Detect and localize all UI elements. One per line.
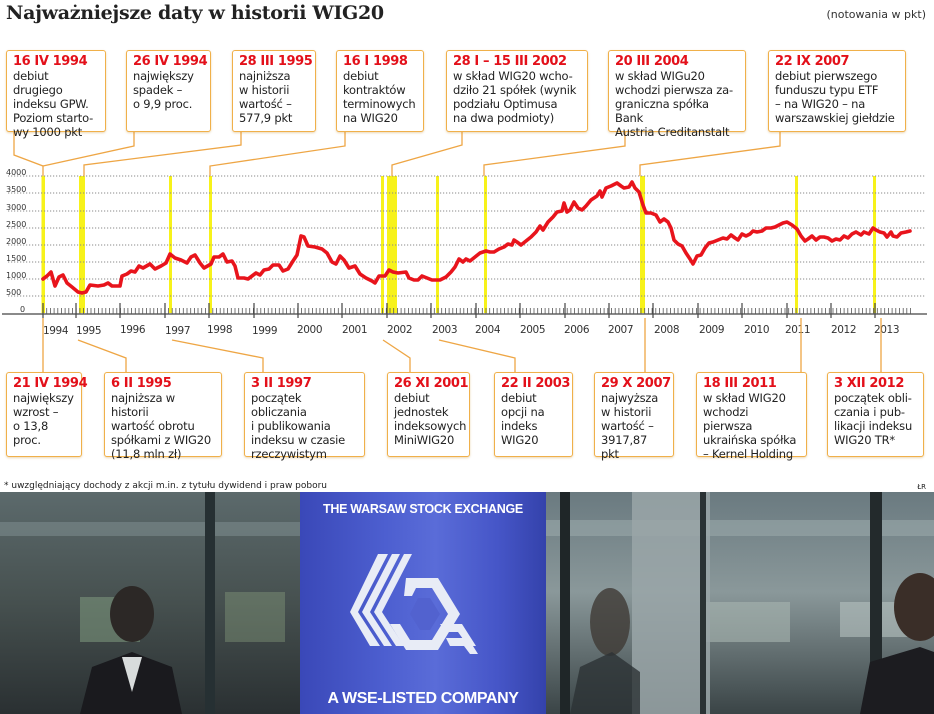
event-date: 26 XI 2001	[394, 376, 469, 391]
event-date: 3 II 1997	[251, 376, 312, 391]
svg-text:2007: 2007	[608, 324, 633, 336]
svg-text:1000: 1000	[6, 271, 26, 280]
svg-text:2001: 2001	[342, 324, 367, 336]
event-date: 6 II 1995	[111, 376, 172, 391]
banner-bottom-text: A WSE-LISTED COMPANY	[327, 690, 519, 707]
event-description: największy wzrost – o 13,8 proc.	[13, 391, 74, 447]
svg-text:2005: 2005	[520, 324, 545, 336]
event-date: 22 II 2003	[501, 376, 570, 391]
event-date: 28 I – 15 III 2002	[453, 54, 567, 69]
svg-text:2006: 2006	[564, 324, 590, 336]
event-callout-6-ii-1995: 6 II 1995 najniższa w historii wartość o…	[104, 372, 222, 461]
y-axis-labels: 4000 3500 3000 2500 2000 1500 1000 500 0	[6, 168, 26, 314]
callout-connectors-bottom	[42, 318, 882, 372]
event-callout-16-iv-1994: 16 IV 1994 debiut drugiego indeksu GPW. …	[6, 50, 106, 139]
event-callout-22-ii-2003: 22 II 2003 debiut opcji na indeks WIG20	[494, 372, 573, 457]
event-description: największy spadek – o 9,9 proc.	[133, 69, 194, 111]
svg-text:1500: 1500	[6, 254, 26, 263]
event-description: najniższa w historii wartość obrotu spół…	[111, 391, 211, 461]
event-callout-3-xii-2012: 3 XII 2012 początek obli- czania i pub- …	[827, 372, 924, 457]
wig20-line	[41, 180, 912, 295]
wse-logo-icon	[350, 554, 478, 654]
svg-text:1998: 1998	[207, 324, 232, 336]
event-description: w skład WIG20 wcho- dziło 21 spółek (wyn…	[453, 69, 577, 125]
svg-text:0: 0	[20, 305, 25, 314]
svg-text:2003: 2003	[432, 324, 457, 336]
page-title: Najważniejsze daty w historii WIG20	[6, 2, 384, 24]
x-axis-labels: 1994 1995 1996 1997 1998 1999 2000 2001 …	[43, 324, 900, 337]
footnote: * uwzględniający dochody z akcji m.in. z…	[4, 481, 328, 491]
svg-text:2008: 2008	[654, 324, 679, 336]
event-date: 28 III 1995	[239, 54, 313, 69]
svg-text:3000: 3000	[6, 203, 26, 212]
svg-text:500: 500	[6, 288, 21, 297]
x-axis-major-ticks	[42, 303, 876, 318]
svg-text:1999: 1999	[252, 325, 277, 337]
event-description: początek obliczania i publikowania indek…	[251, 391, 345, 461]
banner-top-text: THE WARSAW STOCK EXCHANGE	[323, 502, 523, 516]
svg-text:3500: 3500	[6, 185, 26, 194]
event-date: 16 I 1998	[343, 54, 408, 69]
svg-text:2013: 2013	[874, 324, 899, 336]
event-callout-18-iii-2011: 18 III 2011 w skład WIG20 wchodzi pierws…	[696, 372, 807, 461]
event-description: debiut kontraktów terminowych na WIG20	[343, 69, 416, 125]
event-callout-26-xi-2001: 26 XI 2001 debiut jednostek indeksowych …	[387, 372, 470, 457]
wse-banner: THE WARSAW STOCK EXCHANGE A WSE-LISTED C…	[300, 492, 546, 714]
event-callout-29-x-2007: 29 X 2007 najwyższa w historii wartość –…	[594, 372, 674, 461]
event-description: najniższa w historii wartość – 577,9 pkt	[239, 69, 293, 125]
event-callout-3-ii-1997: 3 II 1997 początek obliczania i publikow…	[244, 372, 365, 461]
svg-text:2000: 2000	[6, 237, 26, 246]
event-date: 3 XII 2012	[834, 376, 904, 391]
event-date: 22 IX 2007	[775, 54, 850, 69]
event-callout-28-iii-1995: 28 III 1995 najniższa w historii wartość…	[232, 50, 316, 132]
event-date: 20 III 2004	[615, 54, 689, 69]
event-date: 18 III 2011	[703, 376, 777, 391]
svg-text:2009: 2009	[699, 324, 724, 336]
event-date: 26 IV 1994	[133, 54, 208, 69]
event-description: debiut jednostek indeksowych MiniWIG20	[394, 391, 467, 447]
event-description: początek obli- czania i pub- likacji ind…	[834, 391, 913, 447]
event-callout-20-iii-2004: 20 III 2004 w skład WIGu20 wchodzi pierw…	[608, 50, 746, 139]
event-description: najwyższa w historii wartość – 3917,87 p…	[601, 391, 659, 461]
svg-text:2004: 2004	[475, 324, 501, 336]
svg-text:1995: 1995	[76, 325, 101, 337]
svg-text:4000: 4000	[6, 168, 26, 177]
photo-background	[0, 492, 934, 714]
svg-text:2000: 2000	[297, 324, 322, 336]
event-callout-28-i-15-iii-2002: 28 I – 15 III 2002 w skład WIG20 wcho- d…	[446, 50, 588, 132]
svg-text:2010: 2010	[744, 324, 769, 336]
event-description: debiut opcji na indeks WIG20	[501, 391, 545, 447]
event-callout-16-i-1998: 16 I 1998 debiut kontraktów terminowych …	[336, 50, 424, 132]
svg-text:2500: 2500	[6, 220, 26, 229]
event-date: 16 IV 1994	[13, 54, 88, 69]
gridlines	[8, 175, 925, 297]
units-label: (notowania w pkt)	[826, 8, 927, 21]
svg-text:1994: 1994	[43, 325, 69, 337]
svg-text:1996: 1996	[120, 324, 146, 336]
event-date: 29 X 2007	[601, 376, 671, 391]
event-description: debiut pierwszego funduszu typu ETF – na…	[775, 69, 895, 125]
svg-text:2012: 2012	[831, 324, 856, 336]
event-callout-22-ix-2007: 22 IX 2007 debiut pierwszego funduszu ty…	[768, 50, 906, 132]
event-date: 21 IV 1994	[13, 376, 88, 391]
svg-text:2002: 2002	[387, 324, 412, 336]
chart: 4000 3500 3000 2500 2000 1500 1000 500 0	[2, 130, 927, 372]
svg-text:1997: 1997	[165, 325, 190, 337]
event-description: w skład WIGu20 wchodzi pierwsza za- gran…	[615, 69, 733, 139]
event-description: w skład WIG20 wchodzi pierwsza ukraińska…	[703, 391, 797, 461]
event-callout-26-iv-1994: 26 IV 1994 największy spadek – o 9,9 pro…	[126, 50, 211, 132]
svg-text:2011: 2011	[785, 324, 810, 336]
x-axis-minor-ticks	[42, 308, 911, 314]
event-description: debiut drugiego indeksu GPW. Poziom star…	[13, 69, 94, 139]
callout-connectors-top	[13, 130, 781, 176]
event-callout-21-iv-1994: 21 IV 1994 największy wzrost – o 13,8 pr…	[6, 372, 88, 457]
warsaw-stock-exchange-photo: THE WARSAW STOCK EXCHANGE A WSE-LISTED C…	[0, 492, 934, 714]
author-credit: ŁR	[917, 483, 926, 491]
